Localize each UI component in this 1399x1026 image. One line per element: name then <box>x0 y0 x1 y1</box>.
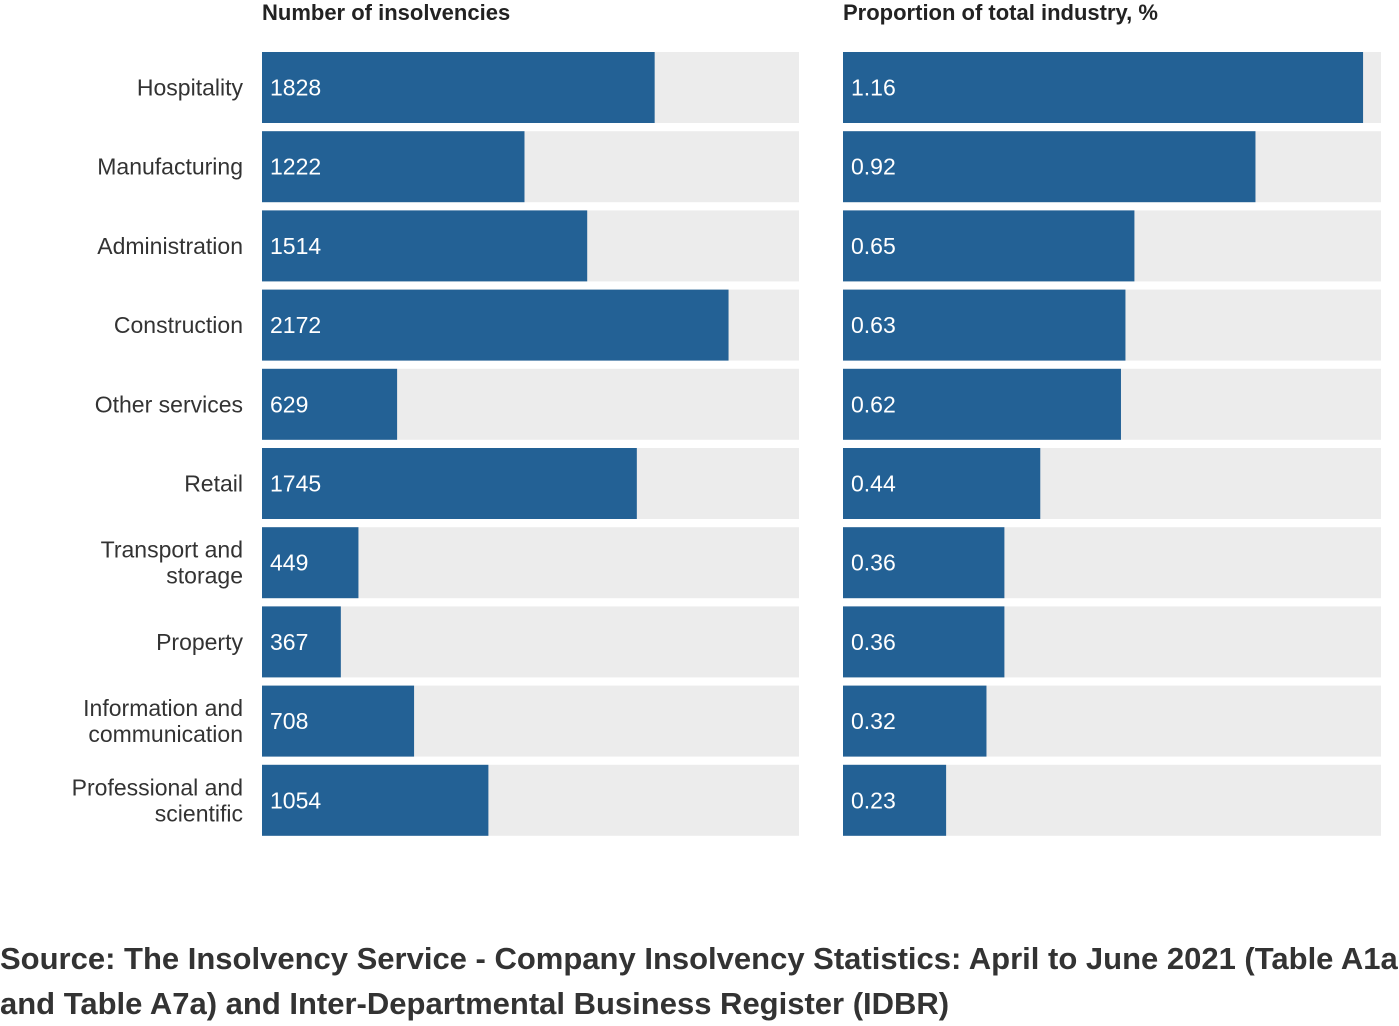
panel-title-insolvencies: Number of insolvencies <box>262 0 510 25</box>
category-label: Construction <box>114 312 243 338</box>
panel-proportion-of-industry: Proportion of total industry, % 1.16 0.92… <box>843 0 1381 836</box>
bar-value-label: 1828 <box>270 75 321 101</box>
bar-value-label: 0.92 <box>851 154 896 180</box>
panel-title-proportion: Proportion of total industry, % <box>843 0 1158 25</box>
category-label: Hospitality <box>137 75 244 101</box>
bar-value-label: 629 <box>270 391 308 417</box>
bar <box>262 289 729 361</box>
bar-value-label: 0.65 <box>851 233 896 259</box>
bar-value-label: 2172 <box>270 312 321 338</box>
category-label-line: Construction <box>114 312 243 338</box>
bar <box>843 527 1005 599</box>
category-label: Other services <box>95 391 243 417</box>
bar <box>262 131 525 203</box>
bar-value-label: 1222 <box>270 154 321 180</box>
category-label: Manufacturing <box>97 154 243 180</box>
bar <box>262 368 398 440</box>
bars-number-of-insolvencies: 1828 1222 1514 2172 629 1745 449 367 708 1054 <box>262 52 799 836</box>
bar <box>843 289 1126 361</box>
bar <box>262 527 359 599</box>
insolvency-bar-charts: Hospitality Manufacturing Administration Co… <box>72 0 1381 836</box>
bar-value-label: 1514 <box>270 233 321 259</box>
category-label-line: Other services <box>95 391 243 417</box>
category-label-line: Property <box>156 629 243 655</box>
bar-value-label: 1745 <box>270 471 321 497</box>
category-label: Professional and scientific <box>72 774 243 826</box>
category-label: Retail <box>184 471 243 497</box>
bars-proportion-of-industry: 1.16 0.92 0.65 0.63 0.62 0.44 0.36 0.36 0.32 0.23 <box>843 52 1381 836</box>
bar <box>262 606 341 678</box>
bar-value-label: 0.62 <box>851 391 896 417</box>
category-label-line: Administration <box>97 233 243 259</box>
category-label-line: Transport and <box>101 537 243 563</box>
bar-value-label: 0.23 <box>851 787 896 813</box>
bar <box>843 210 1135 282</box>
category-label-line: storage <box>166 563 243 589</box>
category-label-line: Professional and <box>72 774 243 800</box>
category-label-line: Hospitality <box>137 75 244 101</box>
bar-value-label: 0.32 <box>851 708 896 734</box>
category-labels: Hospitality Manufacturing Administration Co… <box>72 75 244 827</box>
bar-value-label: 367 <box>270 629 308 655</box>
bar <box>843 606 1005 678</box>
bar-track <box>262 606 799 678</box>
bar <box>843 764 947 836</box>
bar <box>262 210 588 282</box>
bar-value-label: 0.36 <box>851 550 896 576</box>
category-label: Transport and storage <box>101 537 243 589</box>
bar <box>843 368 1121 440</box>
bar <box>843 131 1256 203</box>
bar <box>262 448 637 519</box>
bar <box>843 52 1364 123</box>
category-label-line: Retail <box>184 471 243 497</box>
category-label-line: Manufacturing <box>97 154 243 180</box>
source-note: Source: The Insolvency Service - Company… <box>0 941 1398 1021</box>
category-label: Information and communication <box>83 695 243 747</box>
category-label-line: Information and <box>83 695 243 721</box>
category-label-line: communication <box>88 721 243 747</box>
bar <box>262 685 415 757</box>
bar <box>262 52 655 123</box>
bar <box>843 685 987 757</box>
category-label: Property <box>156 629 243 655</box>
category-label-line: scientific <box>155 800 243 826</box>
bar-value-label: 0.63 <box>851 312 896 338</box>
panel-number-of-insolvencies: Number of insolvencies 1828 1222 1514 2172 6… <box>262 0 799 836</box>
bar-value-label: 0.36 <box>851 629 896 655</box>
bar-value-label: 708 <box>270 708 308 734</box>
bar-value-label: 0.44 <box>851 471 896 497</box>
bar-value-label: 449 <box>270 550 308 576</box>
category-label: Administration <box>97 233 243 259</box>
bar <box>843 448 1041 519</box>
bar <box>262 764 489 836</box>
bar-value-label: 1.16 <box>851 75 896 101</box>
bar-value-label: 1054 <box>270 787 321 813</box>
